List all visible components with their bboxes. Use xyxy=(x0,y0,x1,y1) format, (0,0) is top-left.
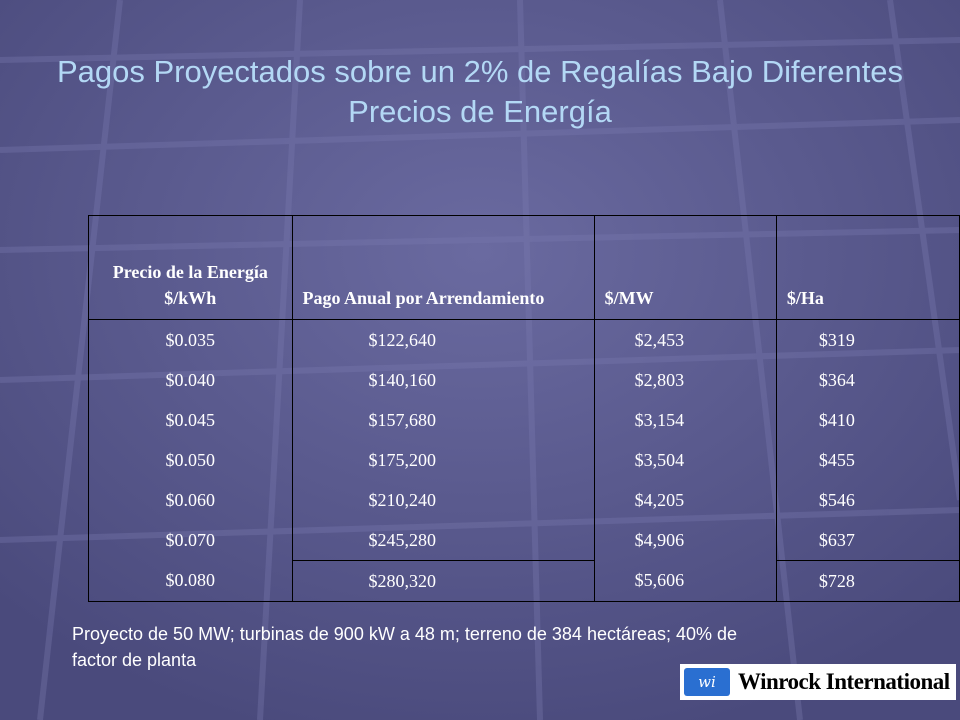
cell-energy-price: $0.070 xyxy=(88,520,293,561)
slide-title: Pagos Proyectados sobre un 2% de Regalía… xyxy=(56,54,904,129)
cell-annual-payment: $175,200 xyxy=(291,440,595,480)
cell-energy-price: $0.050 xyxy=(88,440,293,480)
royalty-table-container: Precio de la Energía $/kWh Pago Anual po… xyxy=(88,215,960,602)
cell-per-mw: $4,906 xyxy=(593,520,777,561)
table-row: $0.070 $245,280 $4,906 $637 xyxy=(88,520,960,561)
cell-annual-payment: $210,240 xyxy=(291,480,595,520)
cell-energy-price: $0.060 xyxy=(88,480,293,520)
cell-per-mw: $5,606 xyxy=(593,560,777,602)
header-energy-price: Precio de la Energía $/kWh xyxy=(88,215,293,320)
cell-energy-price: $0.040 xyxy=(88,360,293,400)
royalty-payments-table: Precio de la Energía $/kWh Pago Anual po… xyxy=(88,215,960,602)
table-row: $0.060 $210,240 $4,205 $546 xyxy=(88,480,960,520)
cell-per-hectare: $728 xyxy=(775,560,960,602)
table-row: $0.045 $157,680 $3,154 $410 xyxy=(88,400,960,440)
cell-per-mw: $2,453 xyxy=(593,319,777,360)
winrock-logo-mark-icon: wi xyxy=(684,668,730,696)
cell-per-hectare: $637 xyxy=(775,520,960,561)
cell-energy-price: $0.080 xyxy=(88,560,293,602)
table-row: $0.050 $175,200 $3,504 $455 xyxy=(88,440,960,480)
cell-energy-price: $0.045 xyxy=(88,400,293,440)
cell-annual-payment: $140,160 xyxy=(291,360,595,400)
header-per-mw: $/MW xyxy=(593,215,777,320)
table-row: $0.040 $140,160 $2,803 $364 xyxy=(88,360,960,400)
winrock-logo: wi Winrock International xyxy=(680,664,956,700)
cell-per-mw: $3,154 xyxy=(593,400,777,440)
winrock-logo-text: Winrock International xyxy=(738,669,950,694)
cell-annual-payment: $280,320 xyxy=(291,560,595,602)
header-per-hectare: $/Ha xyxy=(775,215,960,320)
cell-per-mw: $2,803 xyxy=(593,360,777,400)
cell-energy-price: $0.035 xyxy=(88,319,293,360)
table-header-row: Precio de la Energía $/kWh Pago Anual po… xyxy=(88,215,960,320)
cell-annual-payment: $157,680 xyxy=(291,400,595,440)
cell-per-hectare: $455 xyxy=(775,440,960,480)
table-row: $0.035 $122,640 $2,453 $319 xyxy=(88,319,960,360)
table-row: $0.080 $280,320 $5,606 $728 xyxy=(88,560,960,602)
cell-per-hectare: $546 xyxy=(775,480,960,520)
cell-per-hectare: $364 xyxy=(775,360,960,400)
project-footnote: Proyecto de 50 MW; turbinas de 900 kW a … xyxy=(72,624,738,670)
header-annual-lease-payment: Pago Anual por Arrendamiento xyxy=(291,215,595,320)
cell-per-mw: $4,205 xyxy=(593,480,777,520)
cell-per-hectare: $319 xyxy=(775,319,960,360)
cell-annual-payment: $122,640 xyxy=(291,319,595,360)
cell-annual-payment: $245,280 xyxy=(291,520,595,561)
cell-per-mw: $3,504 xyxy=(593,440,777,480)
cell-per-hectare: $410 xyxy=(775,400,960,440)
